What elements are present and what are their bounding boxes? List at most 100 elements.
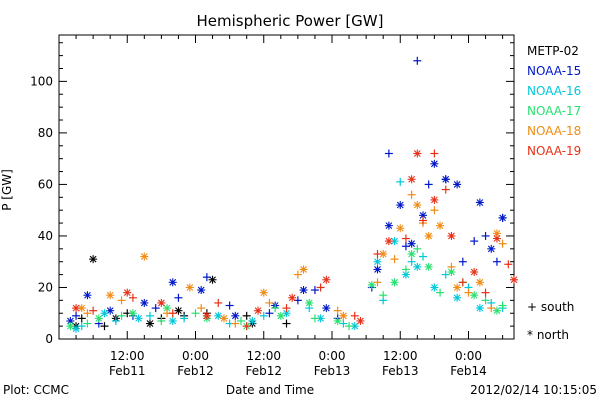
data-point-north xyxy=(492,234,501,243)
data-point-north xyxy=(202,311,211,320)
legend-item-noaa-16: NOAA-16 xyxy=(527,84,581,98)
data-point-north xyxy=(373,265,382,274)
data-point-north xyxy=(453,293,462,302)
data-point-south xyxy=(430,149,439,158)
data-point-south xyxy=(225,301,234,310)
data-point-south xyxy=(430,206,439,215)
data-point-north xyxy=(487,244,496,253)
x-tick-label-time: 0:00 xyxy=(182,349,209,363)
data-point-north xyxy=(475,278,484,287)
data-point-south xyxy=(100,322,109,331)
data-point-south xyxy=(407,190,416,199)
data-point-south xyxy=(458,257,467,266)
data-point-south xyxy=(111,316,120,325)
data-points xyxy=(66,56,518,333)
legend-item-noaa-17: NOAA-17 xyxy=(527,104,581,118)
data-point-north xyxy=(447,231,456,240)
data-point-north xyxy=(248,316,257,325)
data-point-north xyxy=(430,159,439,168)
data-point-south xyxy=(492,257,501,266)
data-point-south xyxy=(310,286,319,295)
data-point-south xyxy=(419,216,427,225)
data-point-south xyxy=(197,304,206,313)
data-point-north xyxy=(185,283,194,292)
data-point-north xyxy=(373,257,382,266)
footer-right: 2012/02/14 10:15:05 xyxy=(470,383,597,397)
data-point-north xyxy=(140,298,149,307)
data-point-south xyxy=(447,262,456,271)
data-point-north xyxy=(453,180,462,189)
data-point-south xyxy=(498,239,507,248)
data-point-south xyxy=(504,260,513,269)
series-noaa-17 xyxy=(66,244,507,331)
data-point-south xyxy=(373,278,382,287)
data-point-north xyxy=(66,322,75,331)
data-point-south xyxy=(481,288,490,297)
data-point-north xyxy=(231,311,240,320)
data-point-south xyxy=(191,309,200,318)
data-point-south xyxy=(282,319,291,328)
data-point-south xyxy=(401,234,410,243)
data-point-north xyxy=(436,221,445,230)
data-point-south xyxy=(464,288,473,297)
series-noaa-16 xyxy=(72,177,507,333)
data-point-south xyxy=(436,288,445,297)
x-tick-label-time: 12:00 xyxy=(246,349,281,363)
legend-item-noaa-18: NOAA-18 xyxy=(527,124,581,138)
data-point-north xyxy=(254,306,263,315)
data-point-north xyxy=(430,195,439,204)
data-point-north xyxy=(453,283,462,292)
data-point-north xyxy=(299,286,308,295)
data-point-north xyxy=(407,249,416,258)
data-point-north xyxy=(214,311,223,320)
data-point-north xyxy=(384,237,393,246)
data-point-south xyxy=(333,306,342,315)
marker-legend-north: * north xyxy=(527,328,569,342)
data-point-south xyxy=(407,257,416,266)
chart-title: Hemispheric Power [GW] xyxy=(197,12,384,30)
data-point-south xyxy=(293,270,302,279)
data-point-north xyxy=(356,316,365,325)
data-point-north xyxy=(168,278,177,287)
y-tick-label: 100 xyxy=(30,74,53,88)
data-point-south xyxy=(157,316,166,325)
data-point-south xyxy=(117,311,126,320)
data-point-south xyxy=(231,319,240,328)
data-point-north xyxy=(276,311,285,320)
legend-item-noaa-19: NOAA-19 xyxy=(527,144,581,158)
data-point-south xyxy=(310,314,319,323)
data-point-south xyxy=(350,311,359,320)
data-point-south xyxy=(259,311,268,320)
y-tick-label: 0 xyxy=(45,332,53,346)
data-point-north xyxy=(100,309,109,318)
data-point-north xyxy=(413,149,422,158)
data-point-north xyxy=(413,262,422,271)
data-point-north xyxy=(106,291,115,300)
data-point-north xyxy=(407,239,416,248)
data-point-south xyxy=(146,311,154,320)
data-point-north xyxy=(396,201,405,210)
data-point-north xyxy=(424,231,433,240)
data-point-north xyxy=(339,311,348,320)
data-point-north xyxy=(299,265,308,274)
data-point-north xyxy=(498,213,507,222)
data-point-north xyxy=(89,255,98,264)
data-point-south xyxy=(128,293,137,302)
x-axis: 12:00Feb110:00Feb1212:00Feb120:00Feb1312… xyxy=(58,35,504,378)
y-tick-label: 60 xyxy=(38,177,53,191)
series-noaa-19 xyxy=(72,149,518,331)
data-point-south xyxy=(458,278,467,287)
data-point-north xyxy=(510,275,518,284)
data-point-south xyxy=(345,322,354,331)
data-point-south xyxy=(396,177,405,186)
data-point-north xyxy=(413,201,422,210)
data-point-south xyxy=(413,56,422,65)
y-axis: 0 20 40 60 80 100 xyxy=(30,42,514,346)
data-point-north xyxy=(470,268,479,277)
data-point-north xyxy=(259,288,268,297)
x-tick-label-date: Feb11 xyxy=(109,364,146,378)
data-point-north xyxy=(424,262,433,271)
data-point-north xyxy=(140,252,149,261)
marker-legend-south: + south xyxy=(527,300,574,314)
y-tick-label: 20 xyxy=(38,280,53,294)
